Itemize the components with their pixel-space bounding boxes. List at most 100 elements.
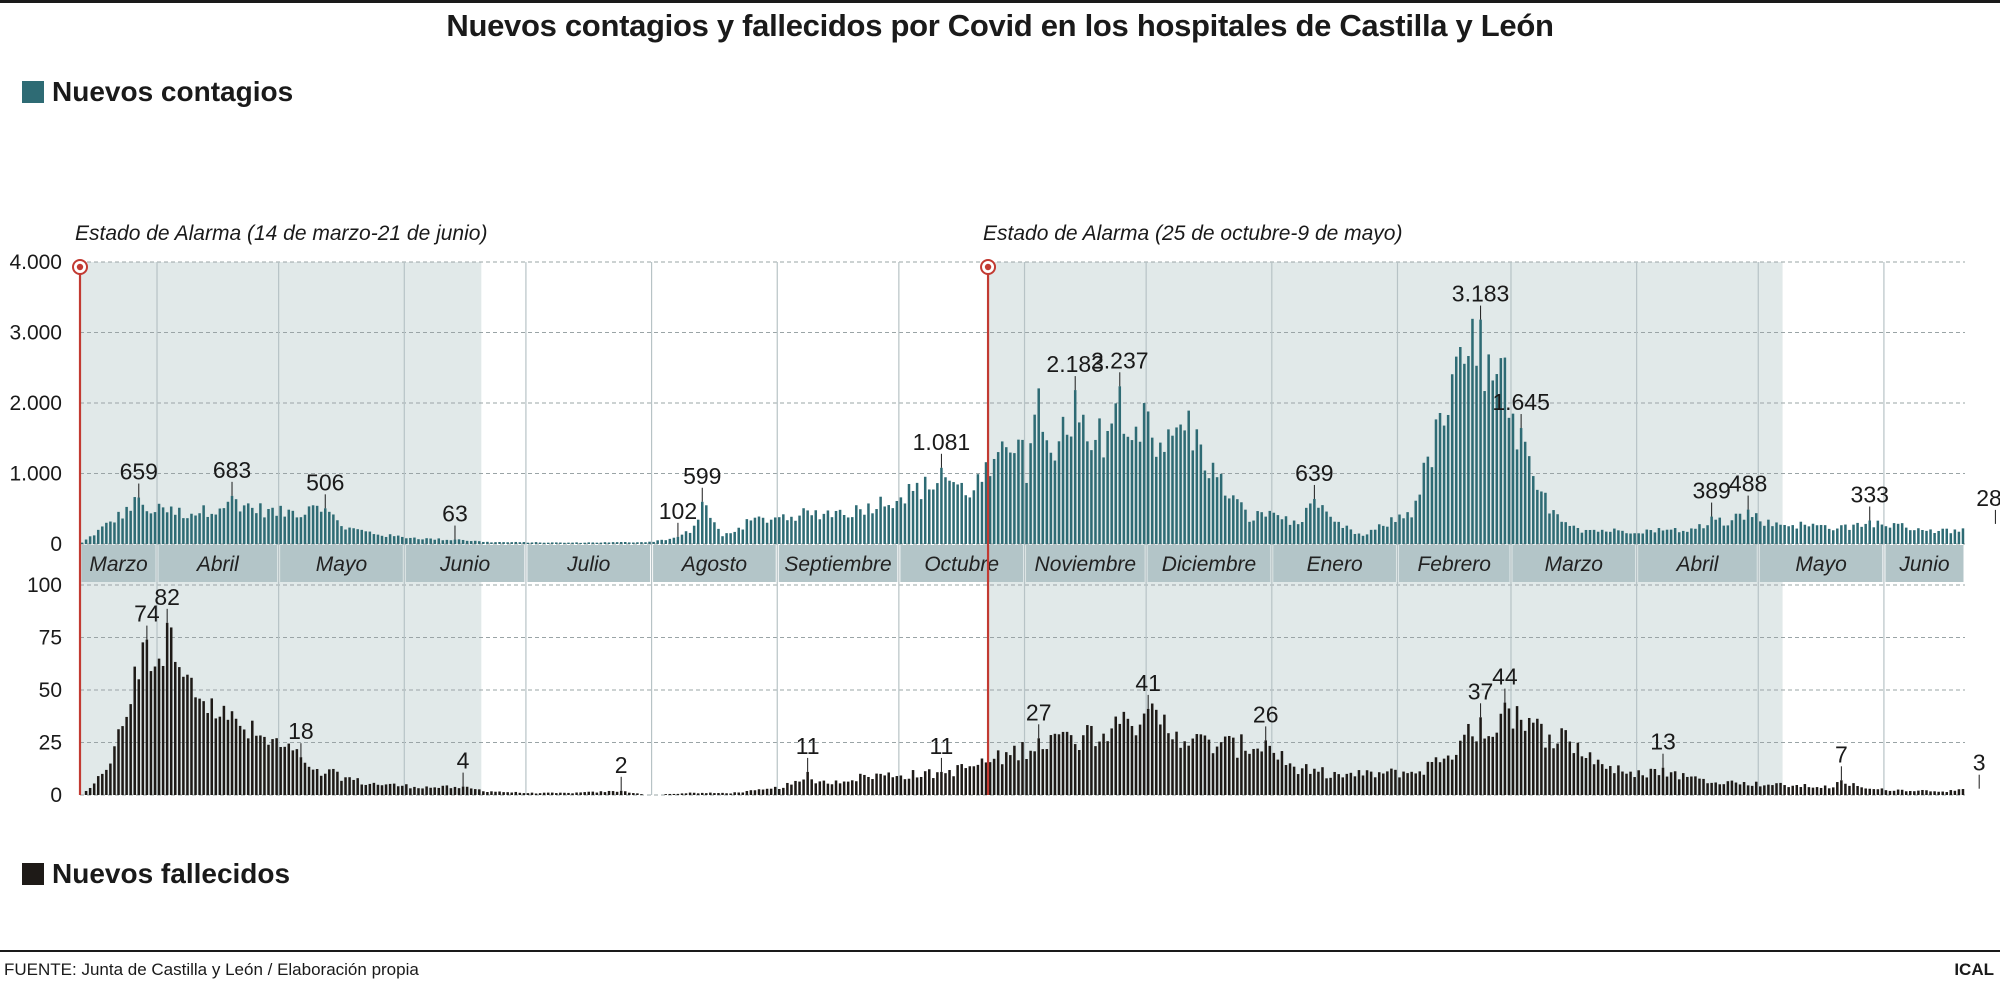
- fallecidos-bar: [1191, 738, 1195, 795]
- contagios-bar: [1864, 523, 1867, 544]
- fallecidos-bar: [1759, 786, 1762, 795]
- contagios-bar: [1722, 525, 1726, 544]
- fallecidos-bar: [388, 783, 392, 795]
- fallecidos-bar: [96, 776, 100, 795]
- fallecidos-bar: [1763, 785, 1766, 795]
- contagios-value-label-15: 285: [1976, 485, 2000, 511]
- fallecidos-bar: [1345, 773, 1349, 795]
- fallecidos-bar: [1276, 759, 1280, 795]
- fallecidos-bar: [810, 779, 813, 795]
- fallecidos-bar: [1673, 771, 1677, 795]
- contagios-bar: [1309, 503, 1312, 544]
- contagios-bar: [1896, 523, 1900, 544]
- fallecidos-bar: [360, 784, 363, 795]
- fallecidos-bar: [636, 793, 639, 795]
- contagios-bar: [1580, 532, 1584, 544]
- contagios-bar: [1718, 517, 1722, 544]
- contagios-bar: [948, 480, 951, 544]
- contagios-bar: [1694, 528, 1697, 544]
- fallecidos-bar: [632, 793, 635, 795]
- contagios-bar: [534, 542, 538, 544]
- fallecidos-bar: [1292, 766, 1296, 795]
- fallecidos-bar: [271, 739, 274, 795]
- month-label-14: Mayo: [1795, 553, 1847, 576]
- contagios-bar: [1009, 452, 1012, 544]
- contagios-bar: [145, 511, 149, 544]
- fallecidos-bar: [1690, 776, 1693, 795]
- contagios-bar: [352, 528, 355, 544]
- contagios-bar: [380, 535, 384, 544]
- fallecidos-bar: [1434, 757, 1438, 795]
- contagios-bar: [1118, 386, 1122, 544]
- contagios-bar: [814, 510, 818, 544]
- fallecidos-bar: [1904, 791, 1908, 795]
- contagios-bar: [1082, 414, 1085, 544]
- bottom-ytick-label-1: 75: [39, 627, 62, 650]
- contagios-bar: [1556, 514, 1559, 544]
- contagios-bar: [1146, 411, 1150, 544]
- contagios-bar: [1390, 517, 1393, 544]
- fallecidos-bar: [563, 792, 566, 795]
- contagios-bar: [790, 516, 793, 544]
- fallecidos-bar: [1248, 753, 1251, 795]
- contagios-bar: [1714, 519, 1717, 544]
- fallecidos-bar: [506, 792, 509, 795]
- month-label-9: Diciembre: [1162, 553, 1257, 576]
- fallecidos-bar: [169, 627, 173, 795]
- fallecidos-bar: [1134, 735, 1138, 795]
- fallecidos-bar: [1860, 787, 1863, 795]
- legend-swatch-contagios: [22, 81, 44, 103]
- contagios-bar: [194, 515, 197, 544]
- fallecidos-bar: [1523, 730, 1527, 795]
- fallecidos-bar: [992, 758, 996, 795]
- fallecidos-bar: [705, 793, 708, 795]
- contagios-bar: [1329, 516, 1332, 544]
- fallecidos-bar: [1422, 774, 1426, 795]
- fallecidos-bar: [773, 786, 777, 795]
- contagios-bar: [88, 536, 92, 544]
- contagios-bar: [834, 510, 838, 544]
- contagios-bar: [157, 503, 161, 544]
- contagios-bar: [737, 527, 740, 544]
- fallecidos-bar: [255, 735, 258, 795]
- fallecidos-bar: [1503, 702, 1507, 795]
- fallecidos-bar: [1519, 719, 1523, 795]
- fallecidos-bar: [1373, 777, 1377, 795]
- contagios-bar: [1073, 390, 1077, 544]
- fallecidos-bar: [417, 788, 420, 795]
- month-label-0: Marzo: [89, 553, 148, 576]
- fallecidos-bar: [1467, 723, 1470, 795]
- fallecidos-bar: [761, 789, 765, 795]
- fallecidos-bar: [1734, 782, 1738, 795]
- contagios-bar: [465, 540, 469, 544]
- contagios-bar: [818, 519, 822, 544]
- fallecidos-bar: [1544, 747, 1547, 795]
- contagios-value-label-3: 63: [442, 501, 468, 527]
- contagios-bar: [1961, 528, 1965, 544]
- fallecidos-bar: [1402, 771, 1405, 795]
- contagios-bar: [1195, 429, 1199, 544]
- fallecidos-bar: [315, 769, 319, 795]
- contagios-bar: [121, 518, 124, 544]
- contagios-value-label-1: 683: [213, 457, 251, 483]
- fallecidos-value-label-8: 41: [1135, 670, 1161, 696]
- fallecidos-bar: [149, 671, 153, 795]
- contagios-bar: [628, 542, 631, 544]
- contagios-bar: [1187, 410, 1190, 544]
- contagios-bar: [1280, 519, 1284, 544]
- fallecidos-bar: [1722, 784, 1726, 795]
- fallecidos-bar: [401, 785, 404, 795]
- fallecidos-bar: [1446, 755, 1450, 795]
- contagios-bar: [850, 517, 854, 544]
- fallecidos-bar: [92, 783, 96, 795]
- contagios-bar: [1272, 512, 1276, 544]
- fallecidos-bar: [1252, 748, 1255, 795]
- contagios-bar: [822, 513, 826, 544]
- chart-title: Nuevos contagios y fallecidos por Covid …: [446, 8, 1554, 43]
- contagios-bar: [368, 531, 372, 544]
- fallecidos-bar: [190, 677, 193, 795]
- contagios-bar: [1069, 436, 1073, 544]
- fallecidos-bar: [1495, 732, 1499, 795]
- fallecidos-bar: [1426, 761, 1430, 795]
- fallecidos-bar: [502, 792, 505, 795]
